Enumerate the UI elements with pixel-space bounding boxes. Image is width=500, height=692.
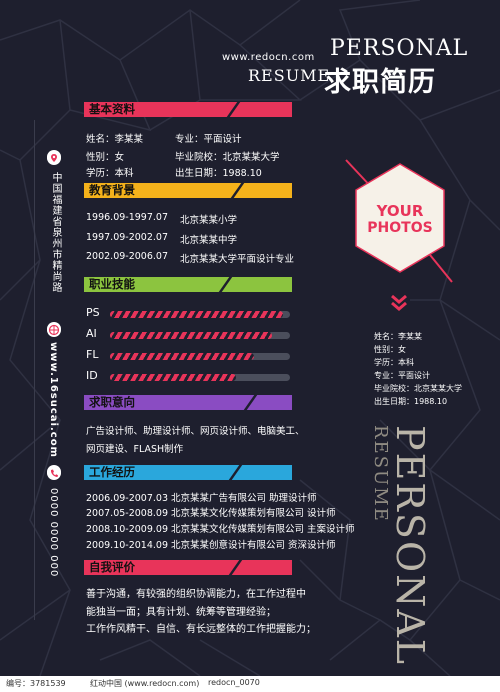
vertical-personal: PERSONAL (388, 425, 432, 667)
basic-birth: 出生日期：1988.10 (175, 168, 262, 179)
photo-frame: YOUR PHOTOS (344, 150, 456, 290)
footer-site: 红动中国 (www.redocn.com) (90, 679, 200, 688)
skill-bar-ps (110, 311, 290, 318)
intent-line-1: 广告设计师、助理设计师、网页设计师、电脑美工、 (86, 426, 305, 437)
skill-fill-fl (110, 353, 254, 360)
basic-school: 毕业院校：北京某某大学 (175, 152, 280, 163)
address-text: 中国福建省泉州市精尚路 (50, 172, 61, 293)
header-personal: PERSONAL (330, 36, 469, 61)
experience-item-2: 2007.05-2008.09 北京某某文化传媒策划有限公司 设计师 (86, 508, 336, 519)
skill-fill-ps (110, 311, 283, 318)
basic-major: 专业：平面设计 (175, 134, 242, 145)
side-gender: 性别：女 (374, 345, 406, 354)
section-education-header: 教育背景 (84, 183, 292, 198)
experience-item-3: 2008.10-2009.09 北京某某文化传媒策划有限公司 主案设计师 (86, 524, 355, 535)
skill-bar-ai (110, 332, 290, 339)
section-bar-fill (84, 465, 292, 480)
skill-bar-id (110, 374, 290, 381)
edu-period-3: 2002.09-2006.07 (86, 251, 168, 262)
location-icon (47, 150, 61, 165)
section-intent-label: 求职意向 (89, 395, 135, 409)
web-icon (47, 322, 61, 337)
intent-line-2: 网页建设、FLASH制作 (86, 444, 184, 455)
self-eval-line-1: 善于沟通，有较强的组织协调能力，在工作过程中 (86, 589, 306, 600)
section-bar-fill (84, 395, 292, 410)
edu-school-2: 北京某某中学 (180, 235, 238, 246)
basic-gender: 性别：女 (86, 152, 125, 163)
self-eval-line-2: 能独当一面；具有计划、统筹等管理经验； (86, 607, 276, 618)
section-bar-fill (84, 277, 292, 292)
section-experience-label: 工作经历 (89, 465, 135, 479)
side-major: 专业：平面设计 (374, 371, 430, 380)
skill-label-fl: FL (86, 348, 99, 361)
section-education-label: 教育背景 (89, 183, 135, 197)
section-intent-header: 求职意向 (84, 395, 292, 410)
header-resume: RESUME (248, 66, 331, 85)
photo-placeholder-line-2: PHOTOS (367, 220, 433, 236)
footer-bar: 编号：3781539 红动中国 (www.redocn.com) redocn_… (0, 676, 500, 692)
edu-school-3: 北京某某大学平面设计专业 (180, 254, 295, 265)
side-name: 姓名：李某某 (374, 332, 422, 341)
edu-school-1: 北京某某小学 (180, 215, 238, 226)
edu-period-1: 1996.09-1997.07 (86, 212, 168, 223)
phone-icon (47, 465, 61, 480)
skill-fill-id (110, 374, 236, 381)
side-degree: 学历：本科 (374, 358, 414, 367)
footer-id: 编号：3781539 (6, 679, 66, 688)
section-basic-label: 基本资料 (89, 102, 135, 116)
footer-author: redocn_0070 (208, 678, 260, 687)
edu-period-2: 1997.09-2002.07 (86, 232, 168, 243)
section-basic-header: 基本资料 (84, 102, 292, 117)
experience-item-1: 2006.09-2007.03 北京某某广告有限公司 助理设计师 (86, 493, 317, 504)
section-skills-header: 职业技能 (84, 277, 292, 292)
side-school: 毕业院校：北京某某大学 (374, 384, 462, 393)
section-experience-header: 工作经历 (84, 465, 292, 480)
website-url: www.redocn.com (222, 52, 315, 63)
section-self-eval-header: 自我评价 (84, 560, 292, 575)
experience-item-4: 2009.10-2014.09 北京某某创意设计有限公司 资深设计师 (86, 540, 336, 551)
vertical-resume: RESUME (370, 425, 391, 523)
skill-fill-ai (110, 332, 272, 339)
resume-poster: www.redocn.com PERSONAL RESUME 求职简历 中国福建… (0, 0, 500, 676)
section-bar-fill (84, 102, 292, 117)
left-divider (34, 120, 35, 620)
basic-degree: 学历：本科 (86, 168, 134, 179)
skill-bar-fl (110, 353, 290, 360)
self-eval-line-3: 工作作风精干、自信、有长远整体的工作把握能力； (86, 624, 316, 635)
skill-label-id: ID (86, 369, 98, 382)
section-bar-fill (84, 560, 292, 575)
skill-label-ps: PS (86, 306, 100, 319)
skill-label-ai: AI (86, 327, 97, 340)
website-text: www.16sucai.com (48, 342, 59, 458)
section-self-eval-label: 自我评价 (89, 560, 135, 574)
chevron-down-icon (391, 294, 407, 311)
photo-placeholder-line-1: YOUR (376, 202, 424, 220)
section-skills-label: 职业技能 (89, 277, 135, 291)
resume-title: 求职简历 (324, 67, 436, 98)
phone-text: 0000 0000 000 (48, 488, 59, 578)
hexagon-shape (345, 159, 453, 283)
basic-name: 姓名：李某某 (86, 134, 144, 145)
side-birth: 出生日期：1988.10 (374, 397, 448, 406)
cracked-background (0, 0, 500, 676)
